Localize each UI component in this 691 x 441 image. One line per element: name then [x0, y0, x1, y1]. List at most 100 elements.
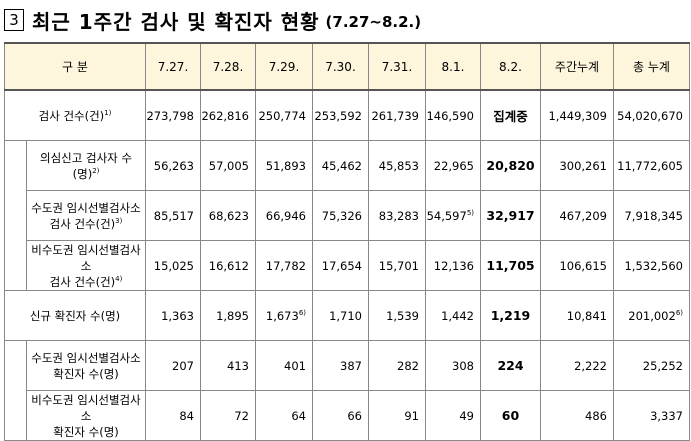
cell-text: 64 — [291, 408, 306, 423]
row-label: 수도권 임시선별검사소 검사 건수(건)3) — [26, 190, 146, 241]
cell-text: 273,798 — [146, 108, 194, 123]
cell: 64 — [255, 390, 313, 441]
cell-text: 20,820 — [486, 158, 535, 173]
cell: 15,701 — [368, 240, 426, 291]
cell-text: 3,337 — [650, 408, 683, 423]
cell-text: 467,209 — [559, 208, 607, 223]
data-row: 의심신고 검사자 수(명)2) 56,263 57,005 51,893 45,462 4… — [4, 140, 690, 291]
cell-text: 72 — [234, 408, 249, 423]
cell-text: 1,539 — [386, 308, 419, 323]
cell-text: 1,442 — [441, 308, 474, 323]
cell-text: 2,222 — [574, 358, 607, 373]
cell-text: 25,252 — [642, 358, 683, 373]
row-label: 비수도권 임시선별검사소 검사 건수(건)4) — [26, 240, 146, 291]
cell: 66,946 — [255, 190, 313, 241]
row-label-text: 신규 확진자 수(명) — [29, 308, 121, 323]
footnote-mark: 4) — [115, 274, 123, 283]
column-header: 주간누계 — [540, 42, 614, 91]
cell-text: 66 — [347, 408, 362, 423]
cell: 11,705 — [480, 240, 541, 291]
cell: 12,136 — [425, 240, 481, 291]
row-label-text: 비수도권 임시선별검사소 검사 건수(건) — [31, 242, 141, 289]
cell: 20,820 — [480, 140, 541, 191]
cell: 7,918,345 — [613, 190, 690, 241]
cell: 32,917 — [480, 190, 541, 241]
cell-text: 401 — [284, 358, 306, 373]
column-header: 8.2. — [480, 42, 541, 91]
cell: 54,5975) — [425, 190, 481, 241]
cell: 387 — [312, 340, 369, 391]
cell: 51,893 — [255, 140, 313, 191]
cell-text: 32,917 — [486, 208, 535, 223]
row-label-text: 의심신고 검사자 수(명) — [40, 150, 132, 181]
cell-text: 56,263 — [153, 158, 194, 173]
cell-text: 1,219 — [490, 308, 531, 323]
cell: 1,363 — [145, 290, 201, 341]
cell: 1,710 — [312, 290, 369, 341]
cell-text: 262,816 — [201, 108, 249, 123]
cell-text: 68,623 — [208, 208, 249, 223]
column-header: 7.29. — [255, 42, 313, 91]
cell: 11,772,605 — [613, 140, 690, 191]
row-label: 신규 확진자 수(명) — [4, 290, 146, 341]
cell-text: 15,701 — [378, 258, 419, 273]
cell-text: 51,893 — [265, 158, 306, 173]
cell: 22,965 — [425, 140, 481, 191]
cell: 집계중 — [480, 89, 541, 141]
cell-text: 1,710 — [329, 308, 362, 323]
cell-text: 1,673 — [265, 308, 299, 323]
cell: 224 — [480, 340, 541, 391]
indent-cell — [4, 340, 27, 441]
cell: 72 — [200, 390, 256, 441]
data-row: 수도권 임시선별검사소 확진자 수(명) 207 413 401 387 282 308 22… — [4, 340, 690, 441]
cell-text: 282 — [397, 358, 419, 373]
column-header: 7.28. — [200, 42, 256, 91]
cell-text: 15,025 — [153, 258, 194, 273]
cell-text: 224 — [497, 358, 524, 373]
cell: 45,853 — [368, 140, 426, 191]
cell: 1,449,309 — [540, 89, 614, 141]
cell-text: 207 — [172, 358, 194, 373]
cell-text: 10,841 — [566, 308, 607, 323]
footnote-mark: 5) — [466, 208, 474, 217]
cell-text: 22,965 — [433, 158, 474, 173]
cell: 1,442 — [425, 290, 481, 341]
data-row: 검사 건수(건)1) 273,798 262,816 250,774 253,592 26… — [4, 89, 690, 141]
cell-text: 57,005 — [208, 158, 249, 173]
cell: 401 — [255, 340, 313, 391]
cell-text: 91 — [404, 408, 419, 423]
cell: 1,895 — [200, 290, 256, 341]
column-header: 8.1. — [425, 42, 481, 91]
cell-text: 1,532,560 — [624, 258, 683, 273]
cell: 49 — [425, 390, 481, 441]
cell-text: 54,020,670 — [617, 108, 683, 123]
cell-text: 106,615 — [559, 258, 607, 273]
cell: 68,623 — [200, 190, 256, 241]
cell: 1,219 — [480, 290, 541, 341]
cell: 17,654 — [312, 240, 369, 291]
cell-text: 49 — [459, 408, 474, 423]
cell: 60 — [480, 390, 541, 441]
cell-text: 60 — [501, 408, 520, 423]
cell: 106,615 — [540, 240, 614, 291]
cell: 146,590 — [425, 89, 481, 141]
cell-text: 83,283 — [378, 208, 419, 223]
row-label-text: 비수도권 임시선별검사소 확진자 수(명) — [31, 392, 141, 439]
cell-text: 300,261 — [559, 158, 607, 173]
cell: 91 — [368, 390, 426, 441]
row-label: 검사 건수(건)1) — [4, 89, 146, 141]
row-label-text: 검사 건수(건) — [38, 108, 105, 123]
cell-text: 1,363 — [161, 308, 194, 323]
column-header: 7.30. — [312, 42, 369, 91]
cell: 83,283 — [368, 190, 426, 241]
cell: 16,612 — [200, 240, 256, 291]
column-header: 7.27. — [145, 42, 201, 91]
cell: 273,798 — [145, 89, 201, 141]
cell-text: 45,462 — [321, 158, 362, 173]
cell: 262,816 — [200, 89, 256, 141]
column-header: 구 분 — [4, 42, 146, 91]
data-row: 수도권 임시선별검사소 검사 건수(건)3) 85,517 68,623 66,946… — [5, 190, 690, 241]
cell-text: 12,136 — [433, 258, 474, 273]
cell-text: 54,597 — [426, 208, 467, 223]
